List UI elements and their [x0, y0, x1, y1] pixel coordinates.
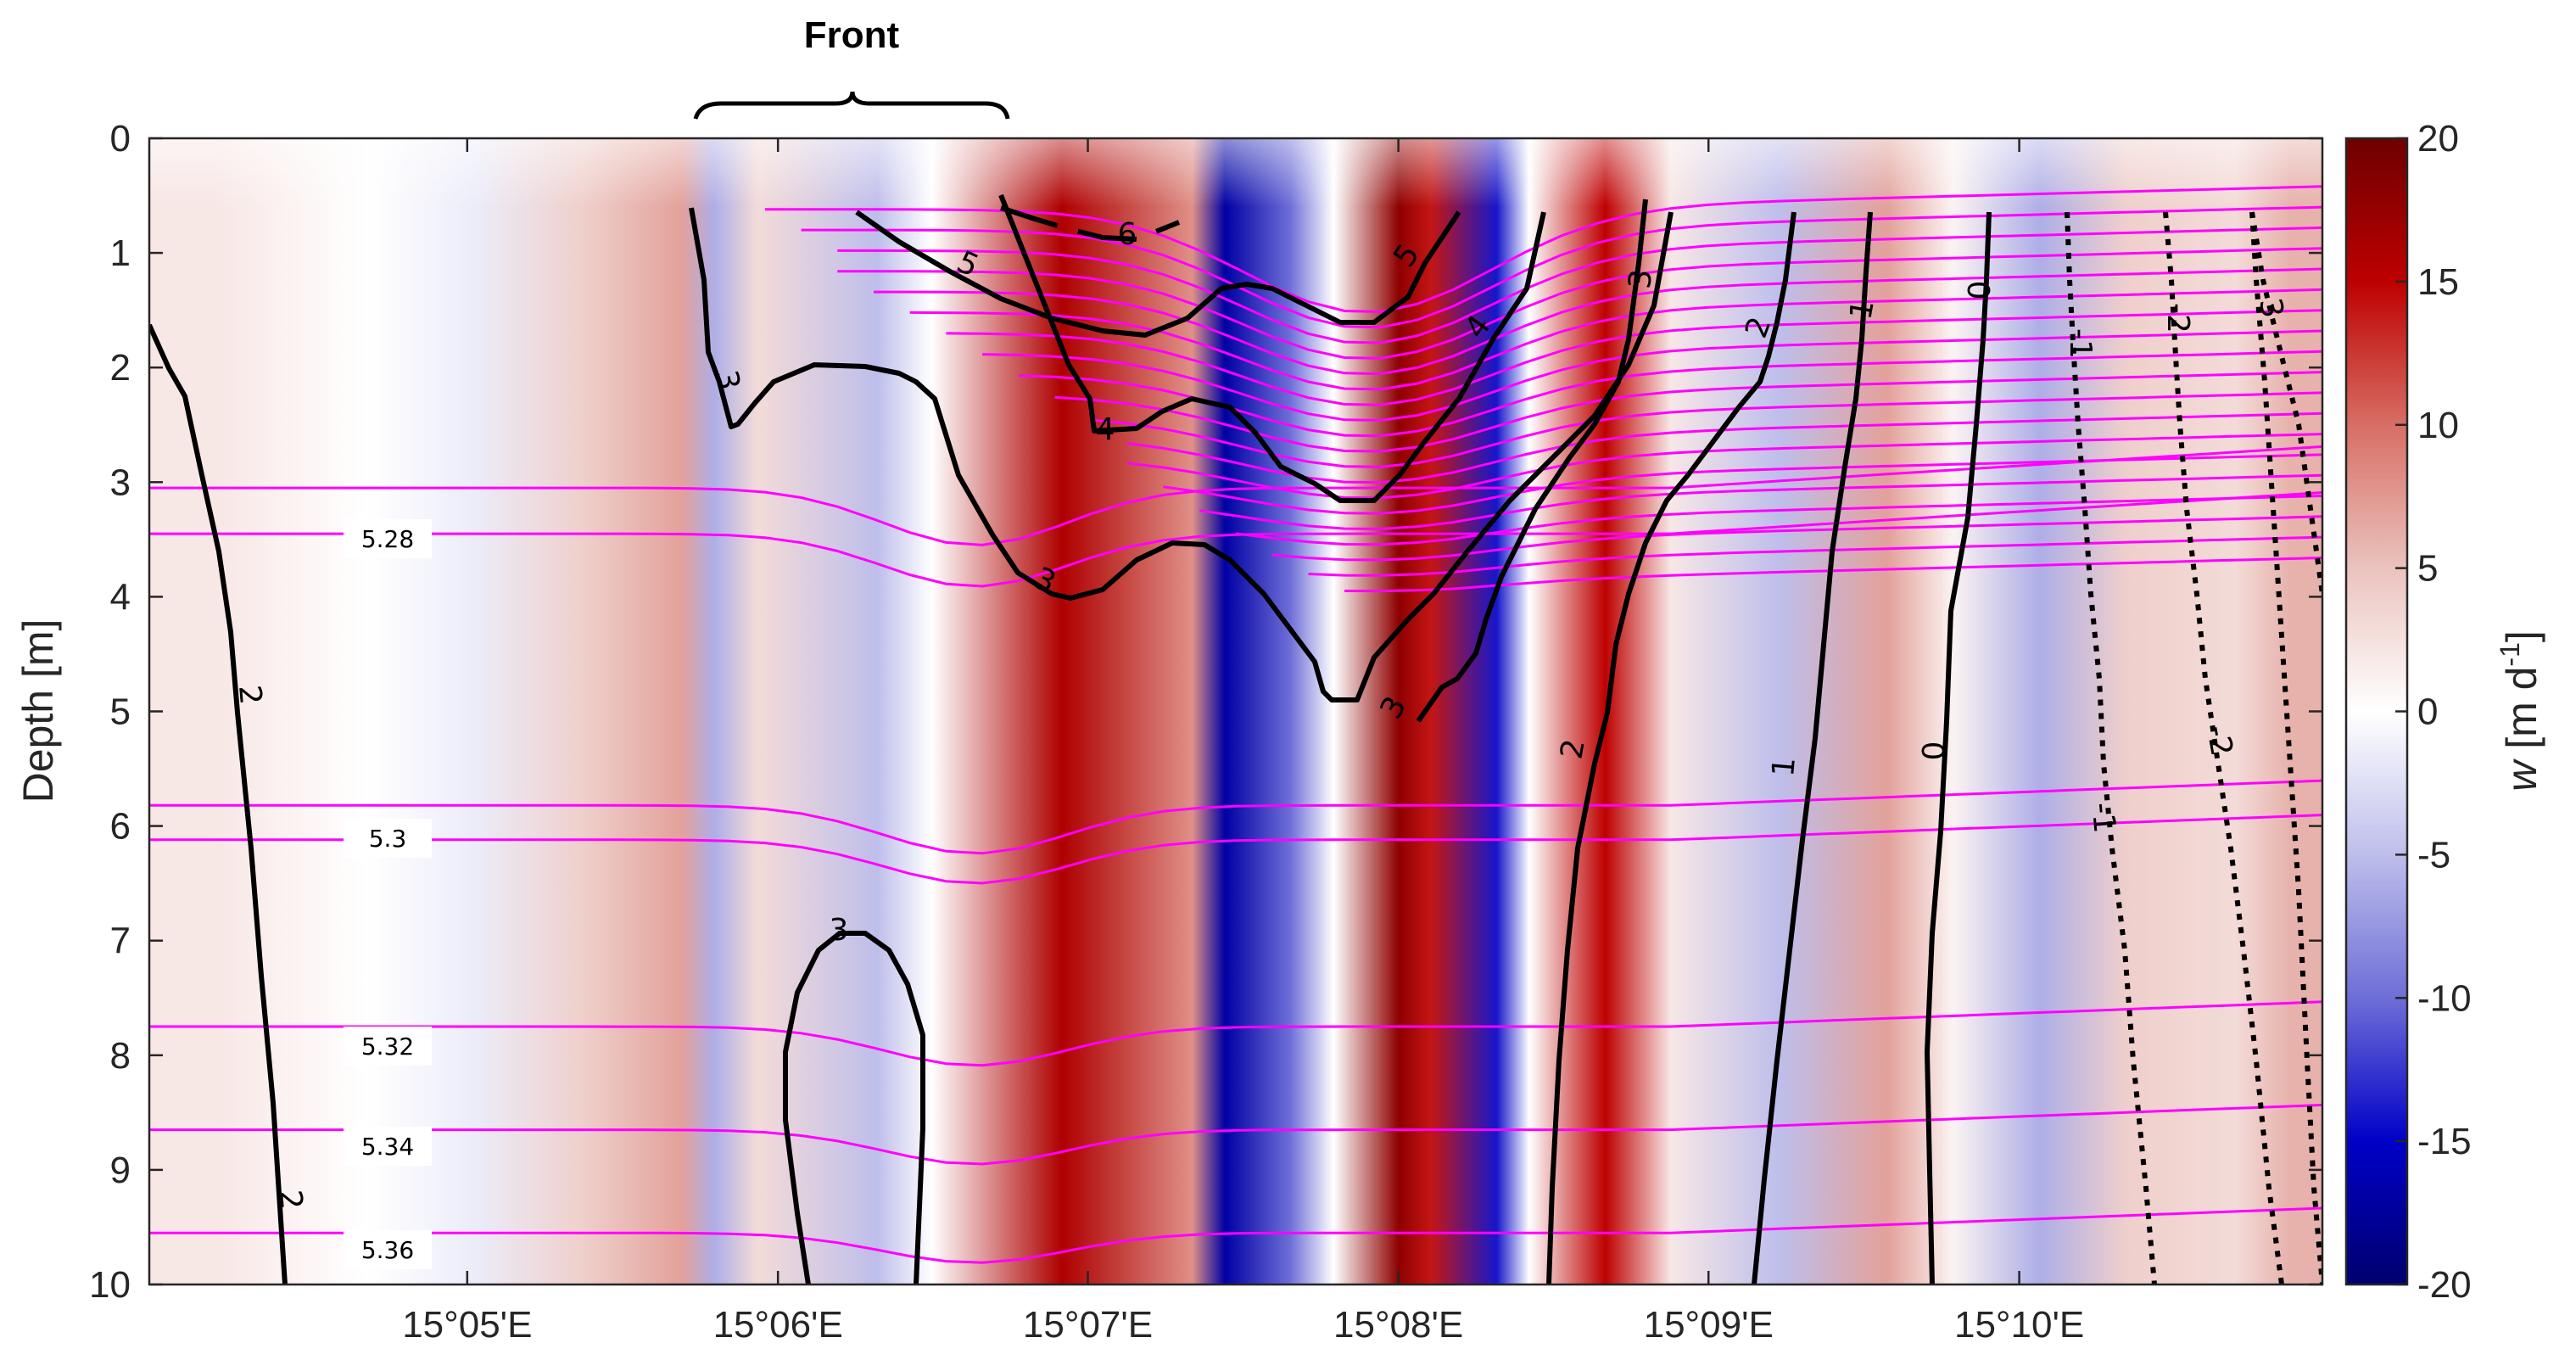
clabel-4a: 4 — [1096, 412, 1115, 447]
black-contours — [149, 193, 1992, 1284]
front-annotation: Front — [693, 14, 1010, 120]
x-axis: 15°05'E 15°06'E 15°07'E 15°08'E 15°09'E 15°10… — [402, 138, 2084, 1346]
clabel-0b: 0 — [1917, 742, 1952, 761]
y-tick-label: 10 — [89, 1264, 131, 1306]
colorbar-label-units: [m d — [2498, 667, 2545, 761]
clabel-6: 6 — [1118, 217, 1137, 252]
clabel-m2a: -2 — [2160, 303, 2195, 333]
density-contour-line — [149, 779, 2322, 855]
colorbar-tick-label: 20 — [2417, 118, 2459, 160]
y-tick-label: 3 — [110, 462, 131, 503]
density-contour-line — [946, 309, 2322, 406]
contour-3-lower-loop — [783, 931, 925, 1284]
density-contour-line — [1054, 371, 2322, 453]
plabel-536: 5.36 — [361, 1236, 414, 1264]
plabel-528: 5.28 — [361, 525, 414, 553]
colorbar-label-close: ] — [2498, 630, 2545, 642]
colorbar-ticks: 20 15 10 5 0 -5 -10 -15 -20 — [2395, 118, 2472, 1306]
colorbar-tick-label: 5 — [2417, 548, 2438, 590]
density-contour-line — [837, 247, 2322, 360]
clabel-m1b: -1 — [2084, 801, 2121, 834]
density-contour-line — [1091, 391, 2322, 468]
y-tick-label: 7 — [110, 921, 131, 962]
x-tick-label: 15°06'E — [713, 1304, 843, 1346]
plabel-534: 5.34 — [361, 1133, 414, 1161]
density-contour-line — [149, 1206, 2322, 1264]
contour-2-right — [1546, 211, 1796, 1284]
density-contour-line — [837, 226, 2322, 344]
density-contour-line — [149, 1103, 2322, 1166]
x-tick-label: 15°10'E — [1954, 1304, 2084, 1346]
density-contour-line — [149, 445, 2322, 546]
colorbar: 20 15 10 5 0 -5 -10 -15 -20 w [m d-1] — [2344, 118, 2545, 1306]
x-tick-label: 15°07'E — [1023, 1304, 1153, 1346]
density-contours — [149, 185, 2322, 1264]
x-tick-label: 15°08'E — [1333, 1304, 1463, 1346]
clabel-m1a: -1 — [2063, 328, 2098, 359]
density-contour-line — [149, 1000, 2322, 1067]
colorbar-tick-label: 10 — [2417, 405, 2459, 446]
black-dotted-contours — [2065, 211, 2322, 1284]
density-contour-line — [1308, 535, 2322, 577]
contour-0 — [1925, 211, 1992, 1284]
x-tick-label: 15°05'E — [402, 1304, 532, 1346]
clabel-0a: 0 — [1963, 281, 1998, 300]
plabel-532: 5.32 — [361, 1033, 414, 1061]
density-contour-line — [1344, 557, 2322, 593]
density-contour-line — [1163, 453, 2322, 515]
colorbar-tick-label: -15 — [2417, 1121, 2472, 1162]
colorbar-label-var: w — [2498, 758, 2545, 792]
density-contour-line — [1271, 515, 2322, 562]
contour-minus3 — [2249, 211, 2322, 1284]
density-contour-line — [874, 267, 2322, 376]
clabel-2b: 2 — [272, 1189, 309, 1211]
plabel-530: 5.3 — [369, 825, 407, 853]
y-tick-label: 2 — [110, 347, 131, 389]
w-field-surface-fade — [149, 138, 2322, 1284]
contour-2-left — [149, 323, 288, 1284]
contour-3-left-front — [689, 207, 1674, 702]
y-tick-label: 0 — [110, 118, 131, 160]
contour-6 — [1000, 205, 1181, 242]
x-tick-label: 15°09'E — [1644, 1304, 1774, 1346]
y-tick-label: 8 — [110, 1035, 131, 1077]
y-tick-label: 5 — [110, 691, 131, 733]
y-tick-label: 6 — [110, 806, 131, 848]
density-contour-line — [982, 329, 2322, 423]
density-contour-labels: 5.28 5.3 5.32 5.34 5.36 — [344, 519, 432, 1269]
clabel-3d: 3 — [830, 913, 849, 948]
y-axis-label: Depth [m] — [14, 619, 62, 803]
colorbar-tick-label: -5 — [2417, 834, 2450, 876]
density-contour-line — [1199, 473, 2322, 530]
front-brace — [693, 91, 1010, 120]
y-tick-label: 4 — [110, 576, 131, 618]
contour-4 — [998, 193, 1546, 503]
colorbar-tick-label: -20 — [2417, 1264, 2472, 1306]
colorbar-tick-label: -10 — [2417, 977, 2472, 1019]
clabel-3e: 3 — [1623, 268, 1659, 290]
colorbar-label: w [m d-1] — [2495, 630, 2545, 792]
density-contour-line — [909, 288, 2322, 391]
density-contour-line — [1235, 495, 2322, 546]
colorbar-tick-label: 15 — [2417, 261, 2459, 303]
contour-5 — [855, 210, 1461, 338]
contour-1 — [1752, 211, 1873, 1284]
clabel-2a: 2 — [232, 684, 268, 706]
colorbar-tick-label: 0 — [2417, 691, 2438, 733]
density-contour-line — [149, 814, 2322, 885]
clabel-m3: -3 — [2251, 290, 2291, 326]
contour-3-mid — [1416, 199, 1648, 723]
colorbar-label-exp: -1 — [2495, 642, 2525, 666]
clabel-1b: 1 — [1766, 756, 1802, 778]
y-tick-label: 1 — [110, 232, 131, 274]
density-contour-line — [764, 185, 2322, 314]
density-contour-line — [1126, 433, 2322, 500]
front-label: Front — [804, 14, 900, 56]
clabel-m2b: -2 — [2199, 723, 2239, 758]
y-tick-label: 9 — [110, 1150, 131, 1191]
w-field: 6 5 5 4 4 3 3 3 3 3 3 2 2 2 2 1 1 0 0 -1… — [149, 138, 2322, 1284]
